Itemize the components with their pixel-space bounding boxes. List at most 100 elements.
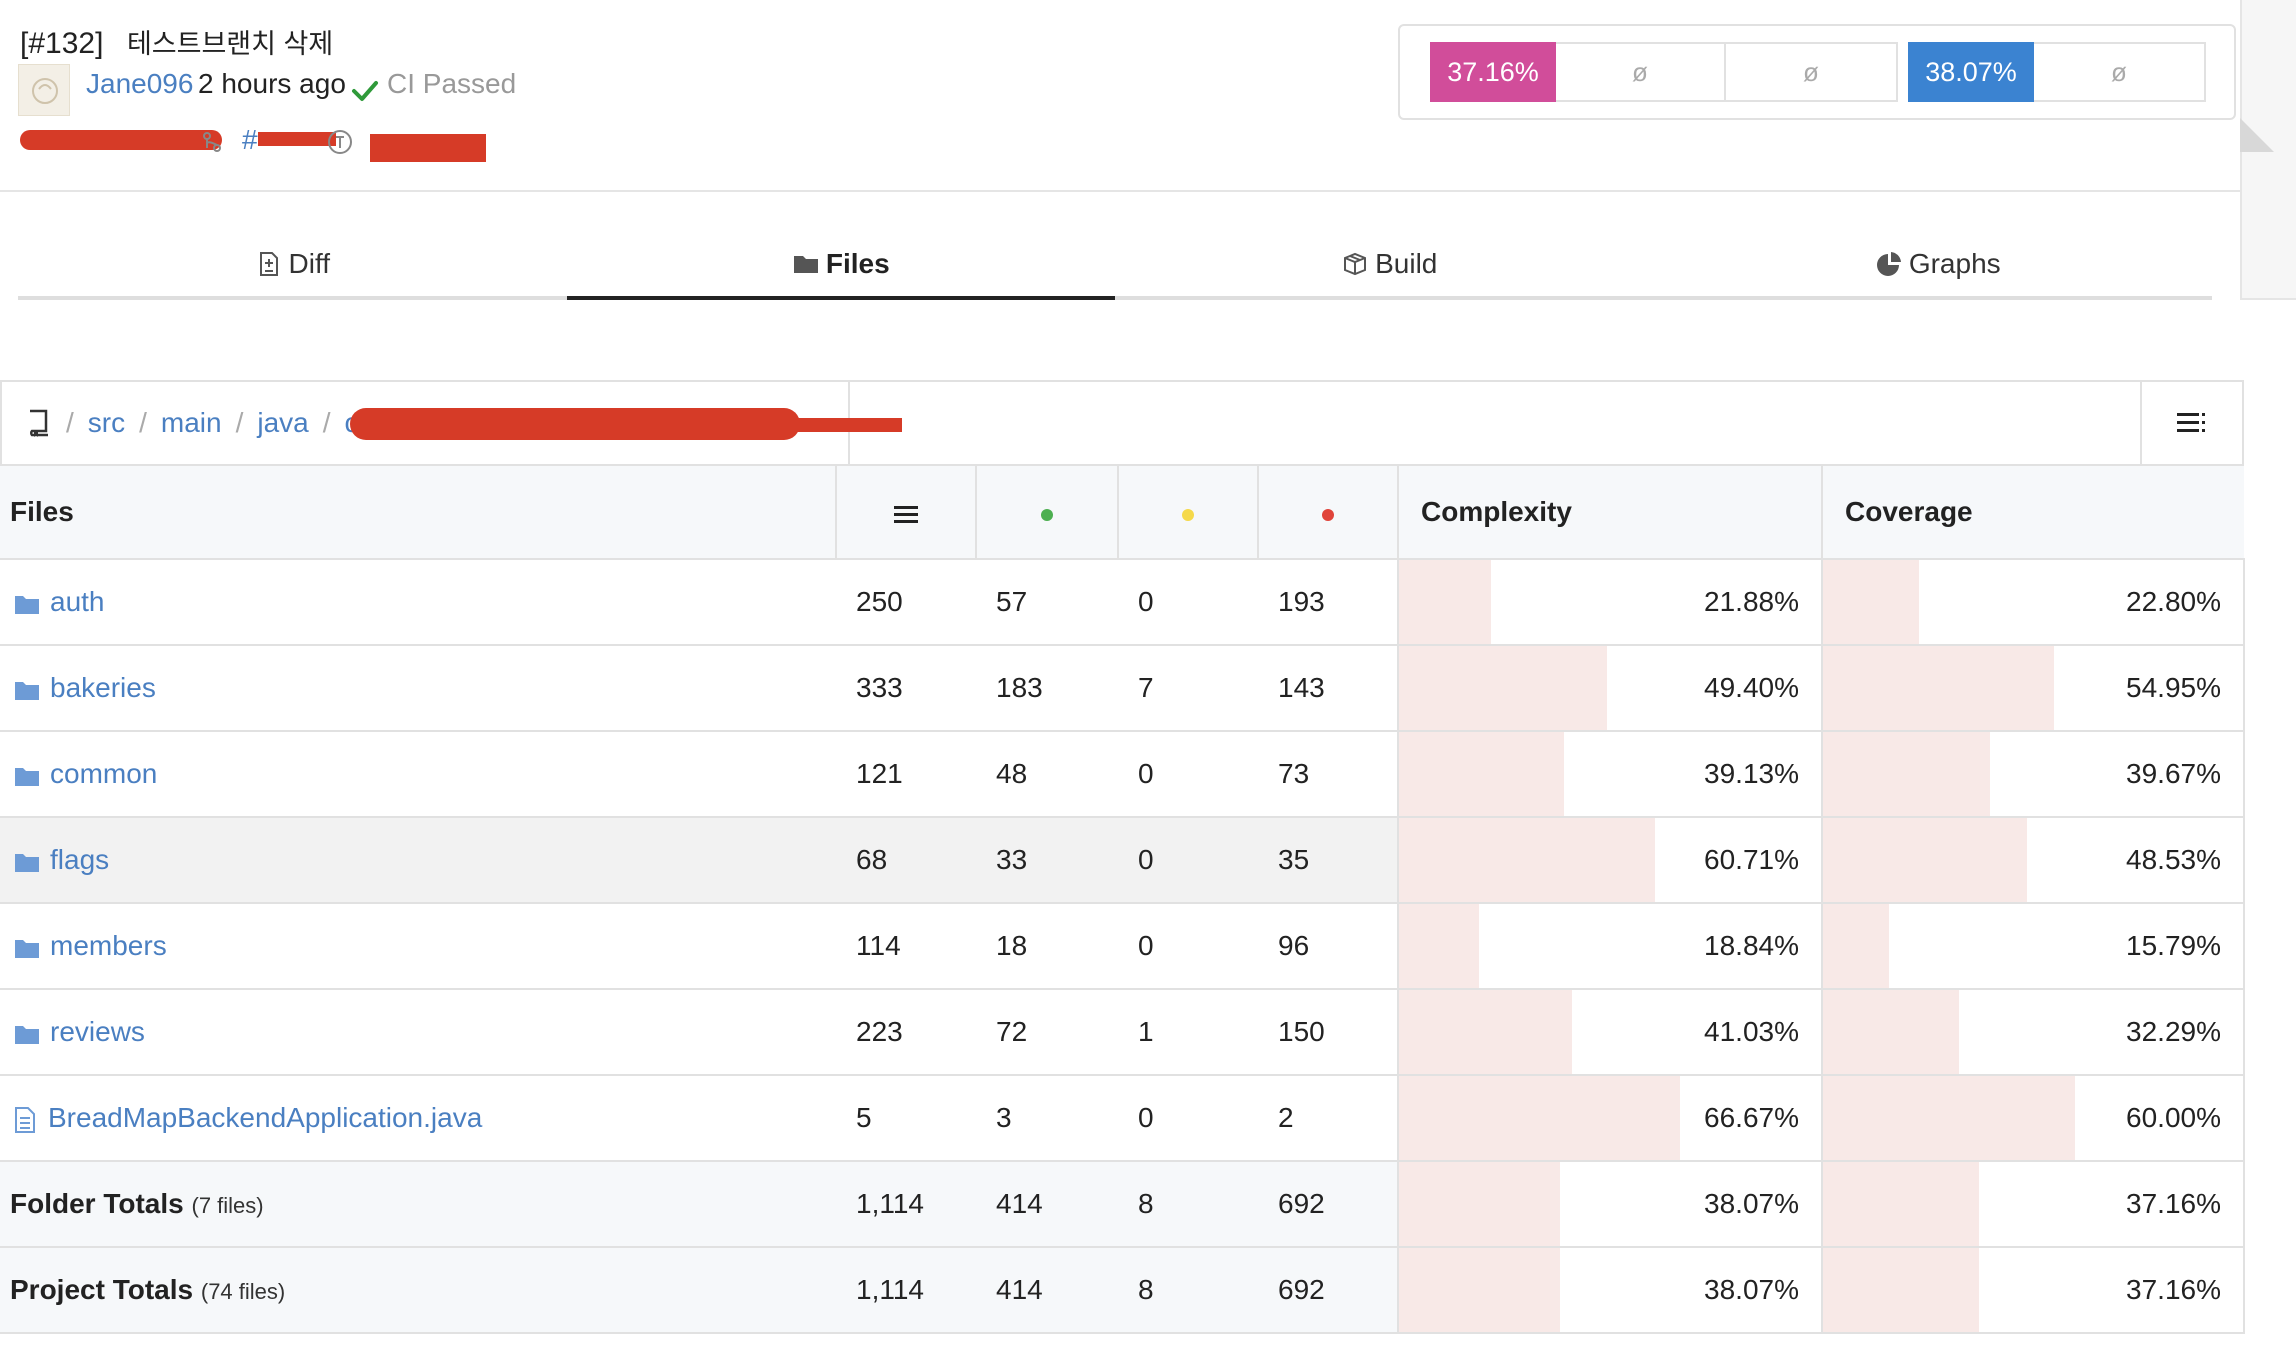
misses-cell: 73: [1258, 731, 1398, 818]
partials-cell: 1: [1118, 989, 1258, 1076]
coverage-value: 32.29%: [2126, 1016, 2221, 1047]
lines-cell: 1,114: [836, 1247, 976, 1334]
tab-build[interactable]: Build: [1115, 232, 1664, 296]
complexity-bar: [1399, 1076, 1681, 1160]
breadcrumb-src[interactable]: src: [87, 407, 126, 438]
coverage-value: 37.16%: [2126, 1188, 2221, 1219]
totals-label: Project Totals: [10, 1274, 194, 1305]
ci-status: CI Passed: [387, 68, 517, 99]
head-coverage-badge[interactable]: 37.16%: [1430, 42, 1556, 102]
tab-files[interactable]: Files: [566, 232, 1116, 300]
breadcrumb-separator: /: [235, 407, 244, 438]
branch-icon: [203, 132, 221, 152]
table-header-row: Files Complexity Coverage: [0, 464, 2244, 560]
misses-column-header[interactable]: [1257, 464, 1398, 560]
complexity-bar: [1399, 990, 1573, 1074]
totals-file-count: (7 files): [191, 1193, 264, 1218]
folder-link[interactable]: auth: [50, 586, 105, 617]
partials-column-header[interactable]: [1117, 464, 1258, 560]
breadcrumb-main[interactable]: main: [160, 407, 222, 438]
files-column-header[interactable]: Files: [0, 464, 836, 560]
table-row[interactable]: auth 250 57 0 193 21.88% 22.80%: [0, 559, 2245, 646]
totals-label: Folder Totals: [10, 1188, 184, 1219]
complexity-cell: 49.40%: [1397, 645, 1822, 732]
partials-cell: 0: [1118, 731, 1258, 818]
folder-link[interactable]: flags: [50, 844, 110, 875]
misses-cell: 193: [1258, 559, 1398, 646]
complexity-value: 41.03%: [1704, 1016, 1799, 1047]
pr-title-text: 테스트브랜치 삭제: [126, 29, 334, 59]
change-badge[interactable]: ø: [1556, 42, 1726, 102]
complexity-bar: [1399, 732, 1565, 816]
complexity-value: 38.07%: [1704, 1274, 1799, 1305]
coverage-cell: 15.79%: [1821, 903, 2245, 990]
lines-column-header[interactable]: [835, 464, 976, 560]
hits-cell: 3: [976, 1075, 1118, 1162]
breadcrumb-separator: /: [139, 407, 147, 438]
complexity-value: 18.84%: [1704, 930, 1799, 961]
complexity-column-header[interactable]: Complexity: [1397, 464, 1822, 560]
complexity-value: 21.88%: [1704, 586, 1799, 617]
breadcrumb-separator: /: [66, 407, 74, 438]
coverage-column-header[interactable]: Coverage: [1821, 464, 2244, 560]
totals-label-cell: Project Totals (74 files): [0, 1247, 836, 1334]
complexity-cell: 21.88%: [1397, 559, 1822, 646]
coverage-bar: [1823, 1248, 1980, 1332]
table-row[interactable]: members 114 18 0 96 18.84% 15.79%: [0, 903, 2245, 990]
folder-link[interactable]: members: [50, 930, 167, 961]
hits-cell: 72: [976, 989, 1118, 1076]
folder-link[interactable]: common: [50, 758, 158, 789]
package-icon: [1344, 252, 1367, 276]
commit-time: 2 hours ago: [198, 68, 346, 99]
folder-icon: [15, 1025, 39, 1044]
author-link[interactable]: Jane096: [86, 68, 194, 99]
complexity-value: 60.71%: [1704, 844, 1799, 875]
partial-dot-icon: [1182, 509, 1194, 521]
patch-badge[interactable]: ø: [1726, 42, 1898, 102]
coverage-bar: [1823, 1076, 2075, 1160]
coverage-bar: [1823, 1162, 1980, 1246]
coverage-cell: 48.53%: [1821, 817, 2245, 904]
totals-label-cell: Folder Totals (7 files): [0, 1161, 836, 1248]
folder-link[interactable]: bakeries: [50, 672, 156, 703]
coverage-value: 60.00%: [2126, 1102, 2221, 1133]
table-row[interactable]: flags 68 33 0 35 60.71% 48.53%: [0, 817, 2245, 904]
totals-row: Folder Totals (7 files) 1,114 414 8 692 38.07…: [0, 1161, 2245, 1248]
pie-chart-icon: [1876, 252, 1901, 276]
misses-cell: 150: [1258, 989, 1398, 1076]
commit-link[interactable]: #: [242, 124, 258, 155]
coverage-cell: 22.80%: [1821, 559, 2245, 646]
hits-cell: 33: [976, 817, 1118, 904]
tab-graphs-label: Graphs: [1908, 248, 2001, 279]
coverage-value: 37.16%: [2126, 1274, 2221, 1305]
tab-graphs[interactable]: Graphs: [1664, 232, 2213, 296]
name-cell: reviews: [0, 989, 836, 1076]
table-row[interactable]: BreadMapBackendApplication.java 5 3 0 2 66.67…: [0, 1075, 2245, 1162]
complexity-cell: 41.03%: [1397, 989, 1822, 1076]
redacted-path: [350, 408, 800, 440]
hits-column-header[interactable]: [975, 464, 1118, 560]
base-coverage-badge[interactable]: 38.07%: [1908, 42, 2034, 102]
complexity-bar: [1399, 1162, 1560, 1246]
list-menu-button[interactable]: [2140, 382, 2242, 464]
complexity-value: 49.40%: [1704, 672, 1799, 703]
lines-cell: 121: [836, 731, 976, 818]
name-cell: members: [0, 903, 836, 990]
table-row[interactable]: reviews 223 72 1 150 41.03% 32.29%: [0, 989, 2245, 1076]
misses-cell: 2: [1258, 1075, 1398, 1162]
breadcrumb-java[interactable]: java: [257, 407, 309, 438]
pr-number: [#132]: [20, 27, 104, 60]
tab-diff[interactable]: Diff: [18, 232, 567, 296]
file-link[interactable]: BreadMapBackendApplication.java: [48, 1102, 483, 1133]
table-row[interactable]: bakeries 333 183 7 143 49.40% 54.95%: [0, 645, 2245, 732]
redacted-path-tail: [782, 418, 902, 432]
coverage-cell: 32.29%: [1821, 989, 2245, 1076]
table-row[interactable]: common 121 48 0 73 39.13% 39.67%: [0, 731, 2245, 818]
breadcrumb-bar: / src / main / java / c: [0, 380, 2244, 466]
corner-fold: [2240, 118, 2274, 152]
repo-book-icon[interactable]: [26, 408, 52, 438]
avatar[interactable]: [18, 64, 70, 116]
folder-link[interactable]: reviews: [50, 1016, 145, 1047]
hits-cell: 414: [976, 1247, 1118, 1334]
base-change-badge[interactable]: ø: [2034, 42, 2206, 102]
